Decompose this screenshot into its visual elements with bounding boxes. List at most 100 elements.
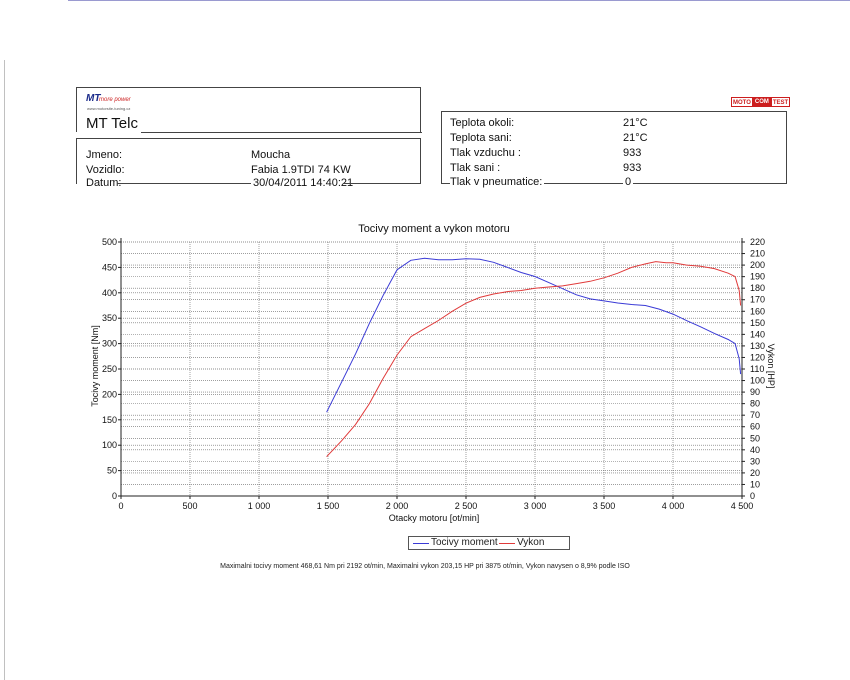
legend-label-power: Vykon (517, 537, 545, 548)
x-axis-label: Otacky motoru [ot/min] (389, 513, 480, 523)
x-tick-label: 4 000 (662, 501, 685, 511)
x-tick-label: 1 500 (317, 501, 340, 511)
x-tick-label: 2 000 (386, 501, 409, 511)
y2-tick-label: 90 (750, 387, 760, 397)
summary-footer: Maximalni tocivy moment 468,61 Nm pri 21… (220, 563, 630, 570)
info-row-date: Datum: 30/04/2011 14:40:21 (77, 176, 422, 190)
y-tick-label: 100 (102, 440, 117, 450)
badge-part: COM (752, 97, 771, 107)
condition-label: Tlak v pneumatice: (450, 175, 545, 189)
y2-tick-label: 100 (750, 376, 765, 386)
vehicle-info-box: Jmeno: Moucha Vozidlo: Fabia 1.9TDI 74 K… (76, 138, 422, 190)
logo-mark: MT (86, 93, 101, 104)
y2-tick-label: 20 (750, 468, 760, 478)
y-tick-label: 150 (102, 415, 117, 425)
y2-tick-label: 10 (750, 479, 760, 489)
y-tick-label: 400 (102, 288, 117, 298)
condition-value: 21°C (623, 117, 648, 129)
y-tick-label: 250 (102, 364, 117, 374)
x-tick-label: 0 (118, 501, 123, 511)
y2-tick-label: 140 (750, 329, 765, 339)
condition-label: Tlak vzduchu : (450, 147, 521, 159)
condition-row: Tlak vzduchu : 933 (450, 146, 780, 160)
x-tick-label: 1 000 (248, 501, 271, 511)
y2-tick-label: 150 (750, 318, 765, 328)
y2-tick-label: 210 (750, 249, 765, 259)
info-bottom-rule-left (117, 183, 251, 184)
info-label: Datum: (86, 177, 122, 189)
y2-tick-label: 50 (750, 433, 760, 443)
info-row-name: Jmeno: Moucha (77, 148, 422, 162)
logo-url: www.motorsite-tuning.cz (87, 106, 131, 111)
y2-tick-label: 80 (750, 399, 760, 409)
y2-tick-label: 120 (750, 352, 765, 362)
grid (120, 241, 743, 497)
condition-row: Tlak sani : 933 (450, 161, 780, 175)
condition-row: Tlak v pneumatice: 0 (450, 175, 780, 189)
condition-value: 933 (623, 147, 642, 159)
company-underline (141, 132, 422, 133)
y-tick-label: 300 (102, 339, 117, 349)
y2-tick-label: 200 (750, 260, 765, 270)
chart-title: Tocivy moment a vykon motoru (358, 223, 510, 235)
condition-label: Teplota sani: (450, 132, 512, 144)
top-border-line (68, 0, 850, 1)
company-box: MT more power www.motorsite-tuning.cz MT… (76, 87, 422, 133)
y2-tick-label: 170 (750, 295, 765, 305)
y2-tick-label: 110 (750, 364, 764, 374)
legend-swatch-power (499, 543, 515, 544)
logo-tagline: more power (99, 97, 131, 103)
info-label: Jmeno: (86, 149, 123, 161)
info-value: 30/04/2011 14:40:21 (251, 176, 356, 190)
y-tick-label: 200 (102, 389, 117, 399)
x-tick-label: 3 500 (593, 501, 616, 511)
condition-value: 0 (623, 175, 634, 189)
y2-tick-label: 60 (750, 422, 760, 432)
y-tick-label: 500 (102, 237, 117, 247)
info-value: Moucha (251, 149, 291, 161)
info-label: Vozidlo: (86, 164, 125, 176)
left-border-line (4, 60, 5, 680)
motocom-badge: MOTO COM TEST (731, 97, 791, 107)
legend-label-torque: Tocivy moment (431, 537, 498, 548)
y2-tick-label: 30 (750, 456, 760, 466)
y-tick-label: 50 (107, 466, 117, 476)
x-tick-label: 3 000 (524, 501, 547, 511)
condition-value: 21°C (623, 132, 648, 144)
badge-part: MOTO (731, 97, 753, 107)
info-bottom-rule-right (343, 183, 421, 184)
legend-swatch-torque (413, 543, 429, 544)
y2-tick-label: 220 (750, 237, 765, 247)
y-tick-label: 450 (102, 262, 117, 272)
x-tick-label: 2 500 (455, 501, 478, 511)
x-tick-label: 500 (182, 501, 197, 511)
y2-tick-label: 130 (750, 341, 765, 351)
series (326, 257, 742, 458)
condition-value: 933 (623, 162, 642, 174)
conditions-box: Teplota okoli: 21°C Teplota sani: 21°C T… (441, 111, 787, 189)
y2-axis-label: Vykon [HP] (766, 344, 776, 389)
badge-part: TEST (770, 97, 791, 107)
y-tick-label: 350 (102, 313, 117, 323)
y2-tick-label: 190 (750, 272, 765, 282)
y2-tick-label: 40 (750, 445, 760, 455)
info-row-vehicle: Vozidlo: Fabia 1.9TDI 74 KW (77, 163, 422, 177)
chart-legend: Tocivy moment Vykon (408, 536, 570, 550)
y2-tick-label: 0 (750, 491, 755, 501)
company-name: MT Telc (86, 115, 138, 132)
series-line-torque (326, 257, 742, 413)
y-axis-label: Tocivy moment [Nm] (90, 325, 100, 407)
y2-tick-label: 160 (750, 306, 765, 316)
y2-tick-label: 180 (750, 283, 765, 293)
y2-tick-label: 70 (750, 410, 760, 420)
condition-label: Tlak sani : (450, 162, 501, 174)
info-value: Fabia 1.9TDI 74 KW (251, 164, 351, 176)
x-tick-label: 4 500 (731, 501, 754, 511)
condition-row: Teplota sani: 21°C (450, 131, 780, 145)
condition-label: Teplota okoli: (450, 117, 515, 129)
series-line-power (326, 261, 742, 458)
y-tick-label: 0 (112, 491, 117, 501)
axes: 0501001502002503003504004505000102030405… (102, 237, 765, 511)
condition-row: Teplota okoli: 21°C (450, 116, 780, 130)
